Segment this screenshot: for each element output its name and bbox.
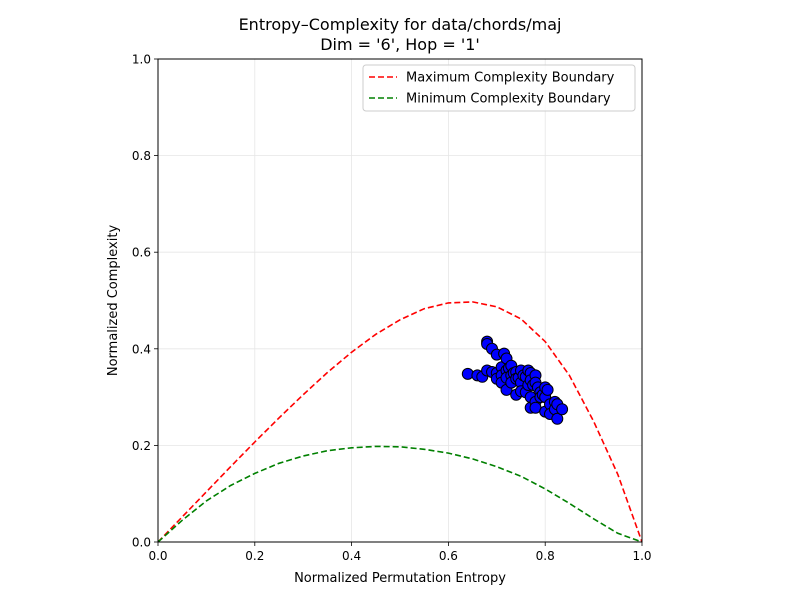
legend-box <box>362 64 636 112</box>
y-tick-label: 1.0 <box>132 53 151 67</box>
legend: Maximum Complexity Boundary Minimum Comp… <box>362 64 636 112</box>
y-tick-label: 0.0 <box>132 536 151 550</box>
scatter-points <box>461 335 569 425</box>
x-tick-label: 0.8 <box>536 549 555 563</box>
chart-title-line2: Dim = '6', Hop = '1' <box>320 35 480 54</box>
y-tick-label: 0.6 <box>132 246 151 260</box>
grid-lines <box>157 58 643 543</box>
chart-title-line1: Entropy–Complexity for data/chords/maj <box>239 15 562 34</box>
x-tick-label: 0.6 <box>439 549 458 563</box>
max-complexity-boundary-line <box>158 301 642 542</box>
series-lines <box>158 301 642 542</box>
y-tick-label: 0.4 <box>132 342 151 356</box>
x-tick-label: 0.4 <box>342 549 361 563</box>
x-tick-label: 0.2 <box>245 549 264 563</box>
scatter-point <box>551 412 564 425</box>
y-axis-label: Normalized Complexity <box>106 225 121 377</box>
legend-label-min-boundary: Minimum Complexity Boundary <box>406 92 611 107</box>
scatter-point <box>556 403 569 416</box>
y-tick-label: 0.2 <box>132 439 151 453</box>
scatter-point <box>541 383 554 396</box>
x-tick-label: 0.0 <box>148 549 167 563</box>
y-tick-label: 0.8 <box>132 149 151 163</box>
x-tick-label: 1.0 <box>632 549 651 563</box>
plot-frame <box>157 58 643 543</box>
min-complexity-boundary-line <box>158 445 642 542</box>
x-axis-label: Normalized Permutation Entropy <box>294 571 506 586</box>
legend-label-max-boundary: Maximum Complexity Boundary <box>406 71 615 86</box>
axis-ticks: 0.0 0.2 0.4 0.6 0.8 1.0 0.0 0.2 0.4 0.6 0.8 1.0 <box>132 53 652 564</box>
